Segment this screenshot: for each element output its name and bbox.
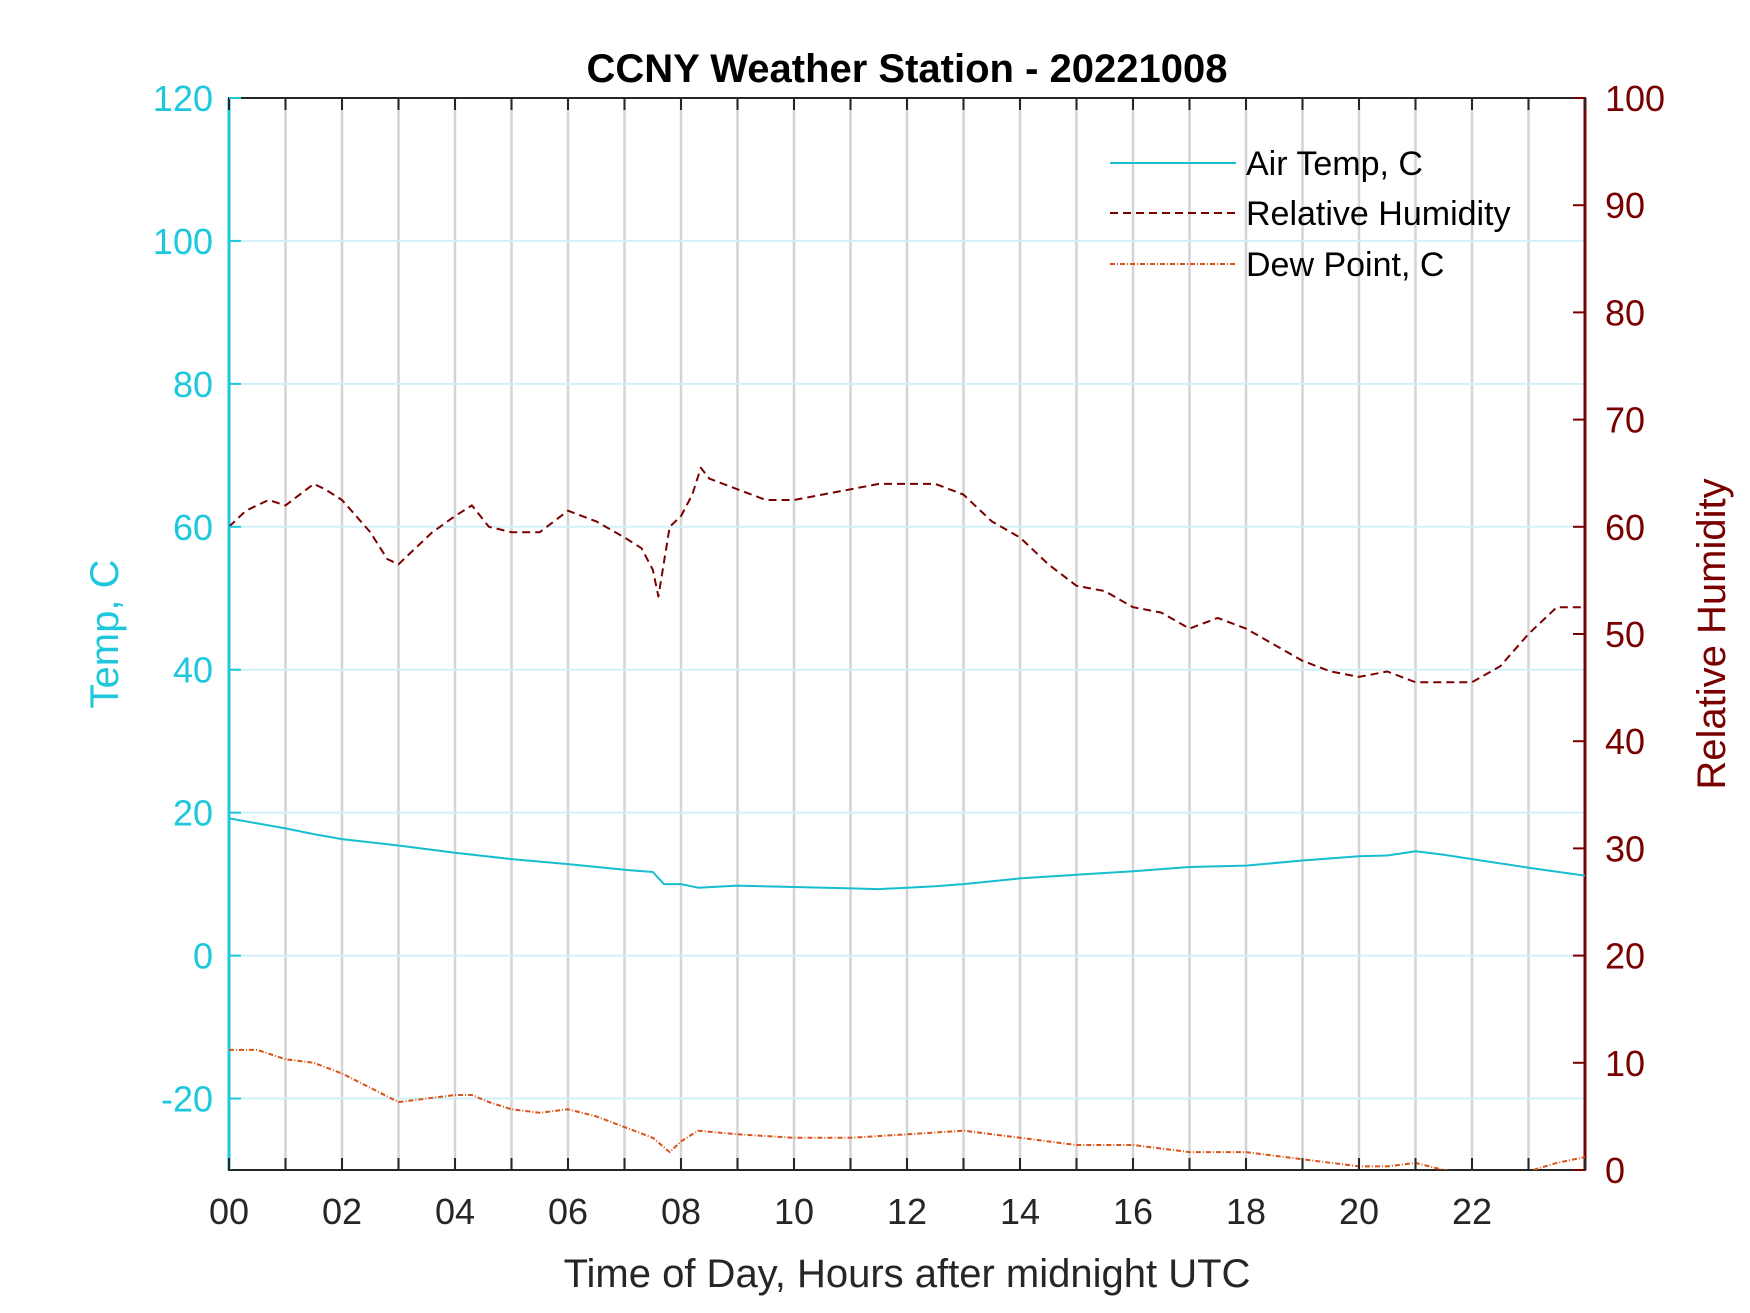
y-left-tick-label: 60: [173, 507, 213, 548]
y-right-tick-label: 100: [1605, 78, 1665, 119]
x-tick-label: 10: [774, 1191, 814, 1232]
legend-label-humidity: Relative Humidity: [1246, 195, 1511, 233]
x-tick-label: 16: [1113, 1191, 1153, 1232]
y-left-tick-label: 40: [173, 650, 213, 691]
x-tick-label: 02: [322, 1191, 362, 1232]
x-axis-label: Time of Day, Hours after midnight UTC: [564, 1252, 1251, 1296]
legend: Air Temp, C Relative Humidity Dew Point,…: [1110, 145, 1511, 284]
y-left-tick-label: 80: [173, 364, 213, 405]
y-left-tick-label: 120: [153, 78, 213, 119]
x-tick-label: 22: [1452, 1191, 1492, 1232]
y-right-tick-label: 80: [1605, 292, 1645, 333]
y-right-tick-label: 0: [1605, 1150, 1625, 1191]
y-right-tick-label: 60: [1605, 507, 1645, 548]
y-left-tick-label: 0: [193, 936, 213, 977]
grid-lines: [229, 98, 1585, 1170]
x-tick-label: 14: [1000, 1191, 1040, 1232]
y-left-tick-label: 20: [173, 793, 213, 834]
y-right-tick-label: 90: [1605, 185, 1645, 226]
y-axis-label-left: Temp, C: [83, 560, 127, 709]
x-tick-label: 18: [1226, 1191, 1266, 1232]
legend-label-air-temp: Air Temp, C: [1246, 145, 1423, 183]
series-lines: [229, 466, 1585, 1170]
series-air-temp: [229, 817, 1585, 891]
y-left-tick-label: 100: [153, 221, 213, 262]
axis-ticks: 00 02 04 06 08 10 12 14 16 18 20 22-200204060801001…: [153, 78, 1665, 1232]
y-right-tick-label: 40: [1605, 721, 1645, 762]
y-left-tick-label: -20: [161, 1079, 213, 1120]
y-right-tick-label: 70: [1605, 400, 1645, 441]
legend-label-dew-point: Dew Point, C: [1246, 246, 1444, 284]
series-dew-point: [229, 1048, 1585, 1170]
y-right-tick-label: 50: [1605, 614, 1645, 655]
y-right-tick-label: 30: [1605, 828, 1645, 869]
y-right-tick-label: 10: [1605, 1043, 1645, 1084]
y-right-tick-label: 20: [1605, 936, 1645, 977]
x-tick-label: 06: [548, 1191, 588, 1232]
x-tick-label: 12: [887, 1191, 927, 1232]
x-tick-label: 04: [435, 1191, 475, 1232]
chart-title: CCNY Weather Station - 20221008: [587, 47, 1228, 91]
y-axis-label-right: Relative Humidity: [1690, 478, 1734, 789]
series-relative-humidity: [229, 466, 1585, 684]
x-tick-label: 20: [1339, 1191, 1379, 1232]
x-tick-label: 08: [661, 1191, 701, 1232]
x-tick-label: 00: [209, 1191, 249, 1232]
